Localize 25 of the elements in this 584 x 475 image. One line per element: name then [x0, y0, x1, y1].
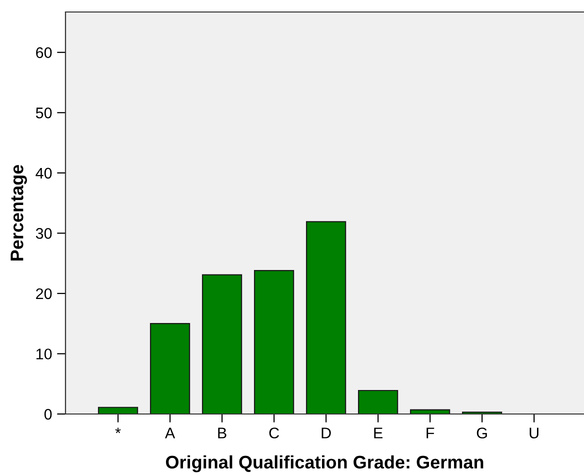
x-tick-label: F	[426, 428, 434, 438]
bar	[410, 409, 450, 414]
y-tick-label: 30	[36, 228, 52, 239]
bar	[254, 270, 294, 414]
y-tick-label: 50	[36, 108, 52, 118]
x-axis-title: Original Qualification Grade: German	[166, 455, 484, 472]
x-tick-label: E	[374, 428, 382, 438]
bar	[306, 221, 346, 414]
y-tick-label: 60	[36, 47, 52, 58]
y-tick-label: 0	[44, 408, 52, 420]
x-tick-label: G	[476, 428, 487, 438]
y-tick-label: 20	[36, 288, 52, 300]
y-tick-label: 40	[36, 168, 52, 179]
x-tick-label: *	[115, 428, 121, 434]
y-axis-title: Percentage	[10, 164, 27, 260]
x-tick-label: A	[164, 428, 176, 438]
y-tick-label: 10	[36, 348, 52, 360]
bar	[98, 406, 138, 414]
x-tick-label: U	[530, 428, 538, 438]
bar	[150, 323, 190, 414]
bar	[358, 390, 398, 414]
x-tick-label: B	[218, 428, 226, 438]
x-tick-label: C	[269, 428, 279, 438]
bar	[202, 274, 242, 414]
x-tick-label: D	[322, 428, 331, 438]
